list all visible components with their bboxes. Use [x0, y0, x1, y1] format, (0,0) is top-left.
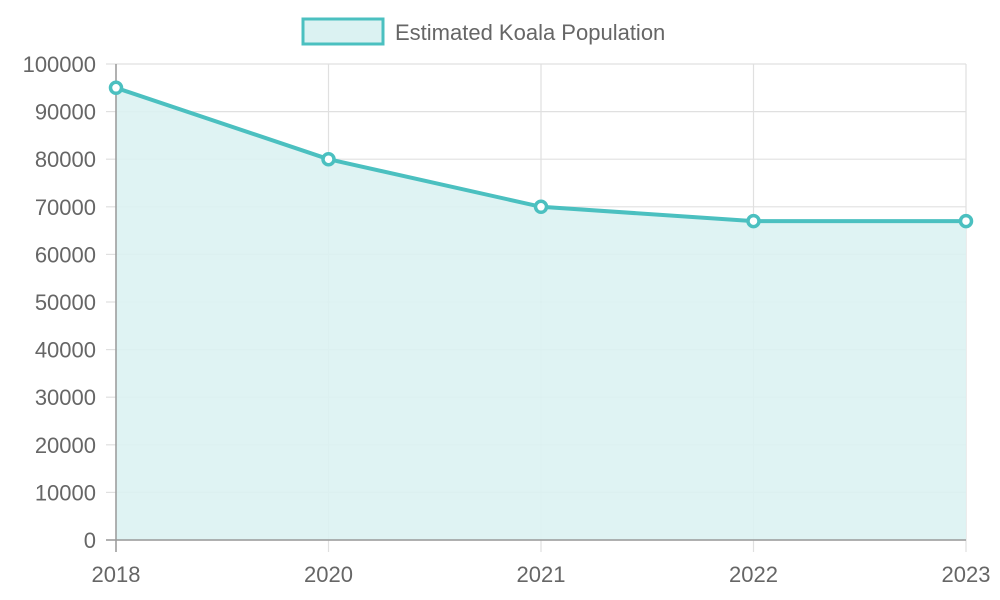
y-tick-label: 30000: [35, 385, 96, 410]
x-tick-label: 2023: [942, 562, 991, 587]
y-tick-label: 50000: [35, 290, 96, 315]
y-tick-label: 40000: [35, 338, 96, 363]
x-axis-tick-labels: 2018 2020 2021 2022 2023: [92, 562, 991, 587]
y-tick-label: 90000: [35, 100, 96, 125]
area-fill-layer: [116, 87, 966, 541]
y-tick-label: 70000: [35, 195, 96, 220]
y-axis-tick-labels: 0 10000 20000 30000 40000 50000 60000 70000 8000…: [23, 52, 96, 553]
axes: [106, 64, 966, 552]
x-tick-label: 2020: [304, 562, 353, 587]
y-tick-label: 0: [84, 528, 96, 553]
y-tick-label: 20000: [35, 433, 96, 458]
y-tick-label: 10000: [35, 480, 96, 505]
legend[interactable]: Estimated Koala Population: [301, 17, 665, 46]
data-point[interactable]: [746, 213, 761, 229]
series-area-fill: [116, 87, 966, 541]
x-tick-label: 2022: [729, 562, 778, 587]
y-tick-label: 80000: [35, 147, 96, 172]
x-tick-label: 2018: [92, 562, 141, 587]
y-tick-label: 60000: [35, 242, 96, 267]
data-point[interactable]: [958, 213, 974, 229]
data-point[interactable]: [108, 80, 124, 96]
legend-swatch: [301, 17, 385, 46]
data-points: [108, 80, 974, 229]
data-point[interactable]: [321, 151, 336, 167]
y-tick-label: 100000: [23, 52, 96, 77]
data-point[interactable]: [533, 199, 549, 215]
x-tick-label: 2021: [517, 562, 566, 587]
legend-label: Estimated Koala Population: [395, 20, 665, 45]
